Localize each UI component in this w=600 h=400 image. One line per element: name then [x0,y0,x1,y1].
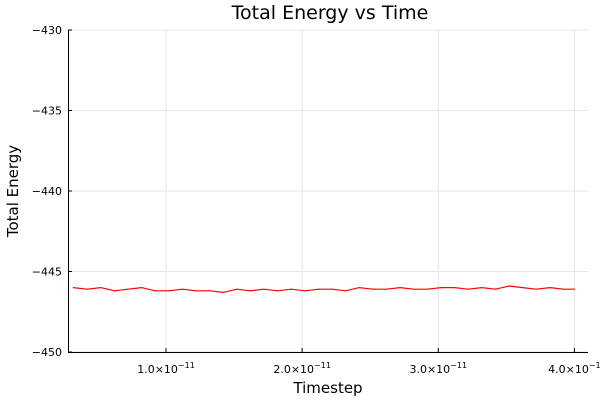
data-point [481,287,483,289]
data-point [86,288,88,290]
y-tick-labels: −430 −435 −440 −445 −450 [32,24,72,359]
data-point [562,288,565,290]
data-point [113,290,115,292]
y-tick-label: −450 [32,346,62,359]
data-point [535,288,537,290]
data-point [522,287,524,289]
y-tick-label: −440 [32,185,62,198]
data-point [100,287,102,289]
data-point [290,288,292,290]
data-point [494,288,496,290]
data-point [508,285,510,287]
y-tick-label: −435 [32,105,62,118]
data-point [195,290,197,292]
energy-series-line [73,285,575,294]
y-axis-label: Total Energy [4,145,22,238]
data-point [140,287,143,289]
x-tick-labels: 1.0×10−11 2.0×10−11 3.0×10−11 4.0×10−1 [137,348,600,376]
chart-title: Total Energy vs Time [231,2,429,24]
data-point [317,288,320,290]
data-point [127,288,129,290]
series [72,285,576,294]
data-point [426,288,428,290]
data-point [358,287,360,289]
data-point [549,287,551,289]
data-point [385,288,388,290]
data-point [249,290,251,292]
data-point [236,288,238,290]
x-tick-label: 3.0×10−11 [409,361,467,376]
data-point [154,290,156,292]
data-point [372,288,374,290]
y-tick-label: −430 [32,24,62,37]
x-tick-label: 1.0×10−11 [137,361,195,376]
data-point [331,288,333,290]
x-tick-label: 2.0×10−11 [273,361,331,376]
grid [68,29,588,353]
data-point [440,287,442,289]
data-point [304,290,306,292]
data-point [573,288,576,290]
data-point [399,287,401,289]
data-point [277,290,279,292]
data-point [222,291,224,293]
data-point [413,288,415,290]
data-point [168,290,170,292]
x-tick-label: 4.0×10−1 [548,361,600,376]
data-point [345,290,347,292]
data-point [72,287,74,289]
x-axis-label: Timestep [292,379,362,397]
data-point [454,287,456,289]
data-point [467,288,469,290]
data-point [181,288,183,290]
y-tick-label: −445 [32,266,62,279]
data-point [209,290,211,292]
data-point [263,288,265,290]
